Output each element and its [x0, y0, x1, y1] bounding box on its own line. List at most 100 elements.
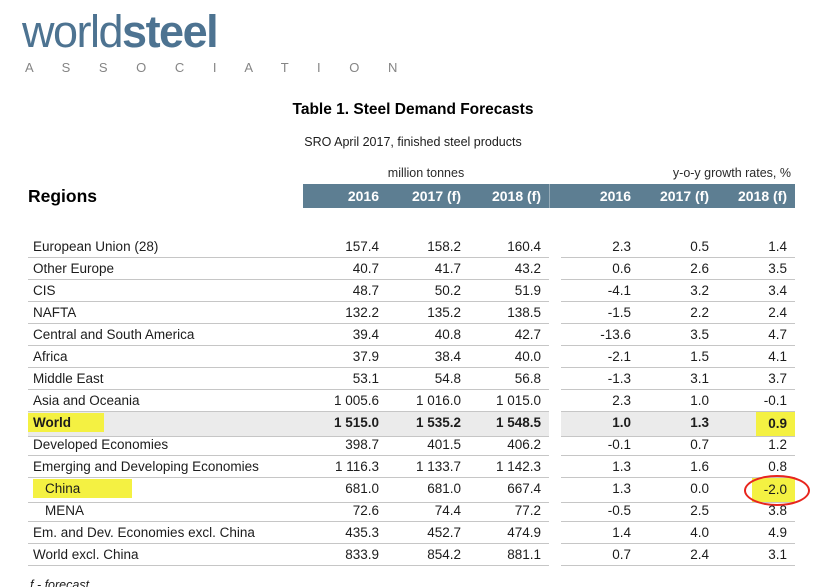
- group-label-empty: [28, 163, 303, 184]
- value-cell: 135.2: [387, 302, 469, 324]
- value-cell: 56.8: [469, 368, 549, 390]
- value-cell: 74.4: [387, 500, 469, 522]
- table-title: Table 1. Steel Demand Forecasts: [292, 100, 534, 118]
- row-gap: [549, 280, 561, 302]
- region-label: Other Europe: [28, 258, 303, 280]
- table-row-world-excl-china: World excl. China 833.9 854.2 881.1 0.7 …: [28, 544, 795, 566]
- value-cell: 53.1: [303, 368, 387, 390]
- value-cell: 77.2: [469, 500, 549, 522]
- value-cell: 40.7: [303, 258, 387, 280]
- row-gap: [549, 456, 561, 478]
- table-row-cis: CIS 48.7 50.2 51.9 -4.1 3.2 3.4: [28, 280, 795, 302]
- region-label: Central and South America: [28, 324, 303, 346]
- table-row-china: China 681.0 681.0 667.4 1.3 0.0 -2.0: [28, 474, 810, 506]
- value-cell: -0.5: [561, 500, 639, 522]
- value-cell: -1.5: [561, 302, 639, 324]
- table-row-asia-oceania: Asia and Oceania 1 005.6 1 016.0 1 015.0…: [28, 390, 795, 412]
- header-body-gap: [28, 208, 795, 236]
- yellow-highlight: China: [33, 478, 133, 498]
- value-cell: 2.5: [639, 500, 717, 522]
- region-label: China: [28, 478, 303, 503]
- table-row-other-europe: Other Europe 40.7 41.7 43.2 0.6 2.6 3.5: [28, 258, 795, 280]
- value-cell: 452.7: [387, 522, 469, 544]
- region-label: Middle East: [28, 368, 303, 390]
- value-cell: 0.9: [717, 411, 795, 437]
- row-gap: [549, 434, 561, 456]
- value-cell: 1.5: [639, 346, 717, 368]
- table-row-africa: Africa 37.9 38.4 40.0 -2.1 1.5 4.1: [28, 346, 795, 368]
- value-cell: -13.6: [561, 324, 639, 346]
- value-cell: -0.1: [717, 390, 795, 412]
- region-label: World: [28, 411, 303, 437]
- row-gap: [549, 236, 561, 258]
- value-cell: 43.2: [469, 258, 549, 280]
- logo-wordmark: worldsteel: [22, 6, 826, 57]
- value-cell: 3.2: [639, 280, 717, 302]
- group-label-million-tonnes: million tonnes: [387, 165, 465, 180]
- value-cell: 48.7: [303, 280, 387, 302]
- regions-header: Regions: [28, 185, 98, 206]
- row-gap: [549, 411, 561, 437]
- value-cell: 3.8: [717, 500, 795, 522]
- value-cell: -1.3: [561, 368, 639, 390]
- value-cell: 0.8: [717, 456, 795, 478]
- row-gap: [549, 346, 561, 368]
- value-cell: 1.0: [639, 390, 717, 412]
- table-row-european-union: European Union (28) 157.4 158.2 160.4 2.…: [28, 236, 795, 258]
- row-gap: [549, 390, 561, 412]
- value-cell: 1.4: [717, 236, 795, 258]
- header-mt-2018f: 2018 (f): [469, 183, 549, 208]
- yellow-highlight: World: [28, 412, 104, 432]
- value-cell: 0.6: [561, 258, 639, 280]
- value-cell: 1 142.3: [469, 456, 549, 478]
- region-label: Africa: [28, 346, 303, 368]
- value-cell: 1 133.7: [387, 456, 469, 478]
- value-cell: 38.4: [387, 346, 469, 368]
- region-label: CIS: [28, 280, 303, 302]
- region-label: Em. and Dev. Economies excl. China: [28, 522, 303, 544]
- steel-demand-table: million tonnes y-o-y growth rates, % Reg…: [28, 163, 810, 566]
- table-subtitle: SRO April 2017, finished steel products: [304, 134, 522, 149]
- value-cell: 1.2: [717, 434, 795, 456]
- value-cell: 2.3: [561, 236, 639, 258]
- value-cell: 37.9: [303, 346, 387, 368]
- group-gap: [549, 163, 561, 184]
- value-cell: 4.0: [639, 522, 717, 544]
- value-cell: 138.5: [469, 302, 549, 324]
- value-cell: -4.1: [561, 280, 639, 302]
- value-cell: 398.7: [303, 434, 387, 456]
- value-cell: 1.4: [561, 522, 639, 544]
- value-cell: 51.9: [469, 280, 549, 302]
- value-cell: 1 016.0: [387, 390, 469, 412]
- value-cell: 1 005.6: [303, 390, 387, 412]
- value-cell: 681.0: [303, 478, 387, 503]
- forecast-footnote: f - forecast: [30, 577, 90, 587]
- logo-word-steel: steel: [122, 6, 219, 57]
- value-cell: 474.9: [469, 522, 549, 544]
- value-cell: 681.0: [387, 478, 469, 503]
- value-cell: -2.1: [561, 346, 639, 368]
- table-row-middle-east: Middle East 53.1 54.8 56.8 -1.3 3.1 3.7: [28, 368, 795, 390]
- value-cell: 4.9: [717, 522, 795, 544]
- value-cell: 1.3: [561, 478, 639, 503]
- value-cell: 2.6: [639, 258, 717, 280]
- page: worldsteel A S S O C I A T I O N Table 1…: [0, 6, 826, 587]
- header-gr-2017f: 2017 (f): [639, 183, 717, 208]
- column-group-labels: million tonnes y-o-y growth rates, %: [28, 163, 795, 184]
- value-cell: 0.7: [639, 434, 717, 456]
- row-gap: [549, 324, 561, 346]
- yellow-highlight: -2.0: [751, 477, 795, 502]
- header-spacer: [549, 183, 561, 208]
- table-row-world: World 1 515.0 1 535.2 1 548.5 1.0 1.3 0.…: [28, 411, 795, 437]
- value-cell: 0.0: [639, 478, 717, 503]
- value-cell: 132.2: [303, 302, 387, 324]
- row-gap: [549, 302, 561, 324]
- table-row-em-dev-excl-china: Em. and Dev. Economies excl. China 435.3…: [28, 522, 795, 544]
- value-cell: 1 548.5: [469, 411, 549, 437]
- value-cell: 3.5: [639, 324, 717, 346]
- value-cell: 1.3: [561, 456, 639, 478]
- value-cell: 2.4: [717, 302, 795, 324]
- value-cell: 157.4: [303, 236, 387, 258]
- header-gr-2016: 2016: [561, 183, 639, 208]
- value-cell: 0.7: [561, 544, 639, 566]
